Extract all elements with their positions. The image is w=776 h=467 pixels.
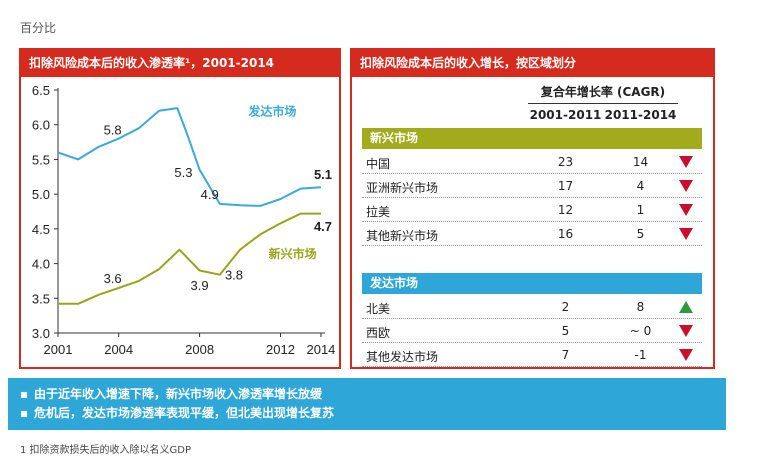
down-triangle-icon (679, 180, 693, 192)
down-triangle-icon (679, 156, 693, 168)
data-label: 4.9 (201, 187, 219, 202)
row-cagr-2001-2011: 23 (557, 155, 574, 169)
y-tick-label: 4.5 (32, 222, 50, 237)
table-row: 北美 2 8 (362, 295, 702, 319)
bullet-icon: ▪ (20, 387, 29, 401)
y-tick-label: 5.0 (32, 187, 50, 202)
row-region: 拉美 (366, 205, 391, 219)
row-region: 其他发达市场 (366, 350, 439, 364)
y-tick-label: 3.0 (32, 326, 50, 341)
down-triangle-icon (679, 325, 693, 337)
cagr-header: 复合年增长率 (CAGR) (540, 85, 666, 99)
chart-panel-title: 扣除风险成本后的收入渗透率¹，2001-2014 (21, 50, 339, 77)
y-tick-label: 5.5 (32, 152, 50, 167)
data-label: 3.8 (225, 268, 243, 283)
y-tick-label: 6.0 (32, 118, 50, 133)
developed-market-line (57, 107, 322, 207)
row-region: 其他新兴市场 (366, 229, 439, 243)
row-cagr-2011-2014: 5 (636, 227, 645, 241)
summary-item: ▪ 由于近年收入增速下降，新兴市场收入渗透率增长放缓 (20, 385, 726, 404)
y-tick-label: 3.5 (32, 291, 50, 306)
footnote: 1 扣除资款损失后的收入除以名义GDP (20, 445, 192, 456)
data-label: 3.9 (191, 278, 209, 293)
data-label: 5.3 (174, 165, 192, 180)
table-panel: 扣除风险成本后的收入增长，按区域划分 复合年增长率 (CAGR) 2001-20… (350, 48, 715, 369)
cagr-table: 复合年增长率 (CAGR) 2001-2011 2011-2014 新兴市场 中… (352, 77, 713, 367)
data-label: 5.8 (104, 122, 122, 137)
row-cagr-2001-2011: 17 (557, 179, 574, 193)
summary-text: 由于近年收入增速下降，新兴市场收入渗透率增长放缓 (34, 387, 323, 401)
down-triangle-icon (679, 349, 693, 361)
chart-panel: 扣除风险成本后的收入渗透率¹，2001-2014 3.0 3.5 4.0 4.5 5.0… (19, 48, 341, 369)
row-cagr-2011-2014: ~ 0 (629, 324, 652, 338)
table-row: 其他发达市场 7 -1 (362, 343, 702, 367)
unit-label: 百分比 (20, 21, 57, 35)
row-region: 西欧 (366, 326, 391, 340)
table-row: 其他新兴市场 16 5 (362, 222, 702, 246)
table-panel-title: 扣除风险成本后的收入增长，按区域划分 (352, 50, 713, 77)
row-region: 亚洲新兴市场 (366, 181, 439, 195)
group-header-developed: 发达市场 (362, 273, 702, 294)
y-tick-label: 6.5 (32, 83, 50, 98)
group-header-emerging: 新兴市场 (362, 128, 702, 149)
data-label: 4.7 (314, 219, 332, 234)
summary-item: ▪ 危机后，发达市场渗透率表现平缓，但北美出现增长复苏 (20, 404, 726, 423)
summary-text: 危机后，发达市场渗透率表现平缓，但北美出现增长复苏 (34, 406, 335, 420)
up-triangle-icon (679, 301, 693, 313)
down-triangle-icon (679, 204, 693, 216)
table-row: 中国 23 14 (362, 150, 702, 174)
row-region: 中国 (366, 157, 391, 171)
x-tick-label: 2012 (266, 342, 295, 357)
row-cagr-2011-2014: 1 (636, 203, 645, 217)
y-tick-label: 4.0 (32, 257, 50, 272)
row-cagr-2001-2011: 5 (561, 324, 570, 338)
row-cagr-2011-2014: 8 (636, 300, 645, 314)
table-row: 西欧 5 ~ 0 (362, 319, 702, 343)
x-tick-label: 2001 (44, 342, 73, 357)
row-cagr-2011-2014: 4 (636, 179, 645, 193)
row-cagr-2001-2011: 16 (557, 227, 574, 241)
data-label: 3.6 (104, 271, 122, 286)
header-rule (528, 103, 678, 104)
row-cagr-2001-2011: 2 (561, 300, 570, 314)
row-cagr-2011-2014: 14 (632, 155, 649, 169)
x-tick-label: 2004 (104, 342, 133, 357)
x-tick-label: 2014 (306, 342, 335, 357)
data-label: 5.1 (314, 167, 332, 182)
table-row: 拉美 12 1 (362, 198, 702, 222)
row-region: 北美 (366, 302, 391, 316)
column-header-2001-2011: 2001-2011 (529, 108, 602, 122)
table-row: 亚洲新兴市场 17 4 (362, 174, 702, 198)
row-cagr-2001-2011: 12 (557, 203, 574, 217)
emerging-market-line (58, 212, 321, 305)
series-label-emerging: 新兴市场 (269, 246, 317, 261)
summary-banner: ▪ 由于近年收入增速下降，新兴市场收入渗透率增长放缓 ▪ 危机后，发达市场渗透率表现… (8, 378, 726, 430)
row-cagr-2011-2014: -1 (634, 348, 647, 362)
x-tick-label: 2008 (185, 342, 214, 357)
bullet-icon: ▪ (20, 406, 29, 420)
series-label-developed: 发达市场 (247, 104, 296, 119)
down-triangle-icon (679, 228, 693, 240)
row-cagr-2001-2011: 7 (561, 348, 570, 362)
column-header-2011-2014: 2011-2014 (604, 108, 677, 122)
line-chart: 3.0 3.5 4.0 4.5 5.0 5.5 6.0 6.5 2001 2004 2008 2012… (32, 83, 335, 357)
